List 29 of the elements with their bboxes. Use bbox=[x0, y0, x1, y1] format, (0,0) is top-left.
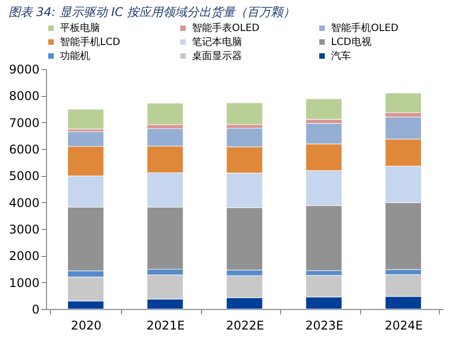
x-tick-label: 2020 bbox=[70, 318, 102, 332]
legend-label: 笔记本电脑 bbox=[192, 36, 242, 48]
legend-label: 汽车 bbox=[331, 50, 351, 62]
bar bbox=[226, 102, 263, 125]
y-tick-label: 6000 bbox=[8, 142, 40, 156]
legend-label: 功能机 bbox=[60, 50, 90, 62]
x-tick-label: 2022E bbox=[226, 318, 264, 332]
x-tick-label: 2024E bbox=[384, 318, 423, 332]
legend-label: 智能手表OLED bbox=[192, 22, 260, 34]
chart-title: 图表 34: 显示驱动 IC 按应用领域分出货量（百万颗） bbox=[8, 5, 295, 19]
legend-label: 桌面显示器 bbox=[192, 50, 242, 62]
y-tick-label: 1000 bbox=[8, 276, 40, 290]
legend-label: 智能手机LCD bbox=[60, 36, 121, 48]
legend-label: 智能手机OLED bbox=[331, 22, 399, 34]
y-tick-label: 8000 bbox=[8, 89, 40, 104]
legend-label: LCD电视 bbox=[331, 36, 372, 48]
legend-label: 平板电脑 bbox=[60, 22, 100, 34]
bar bbox=[306, 98, 342, 120]
bar bbox=[146, 102, 184, 125]
y-tick-label: 2000 bbox=[8, 249, 40, 264]
x-tick-label: 2021E bbox=[146, 318, 185, 332]
y-tick-label: 4000 bbox=[8, 196, 40, 210]
y-tick-label: 0 bbox=[32, 302, 40, 316]
y-tick-label: 5000 bbox=[8, 169, 40, 184]
bar bbox=[67, 109, 104, 130]
x-tick-label: 2023E bbox=[305, 318, 344, 332]
y-tick-label: 3000 bbox=[8, 222, 40, 236]
y-tick-label: 9000 bbox=[8, 62, 40, 76]
y-tick-label: 7000 bbox=[8, 116, 40, 130]
